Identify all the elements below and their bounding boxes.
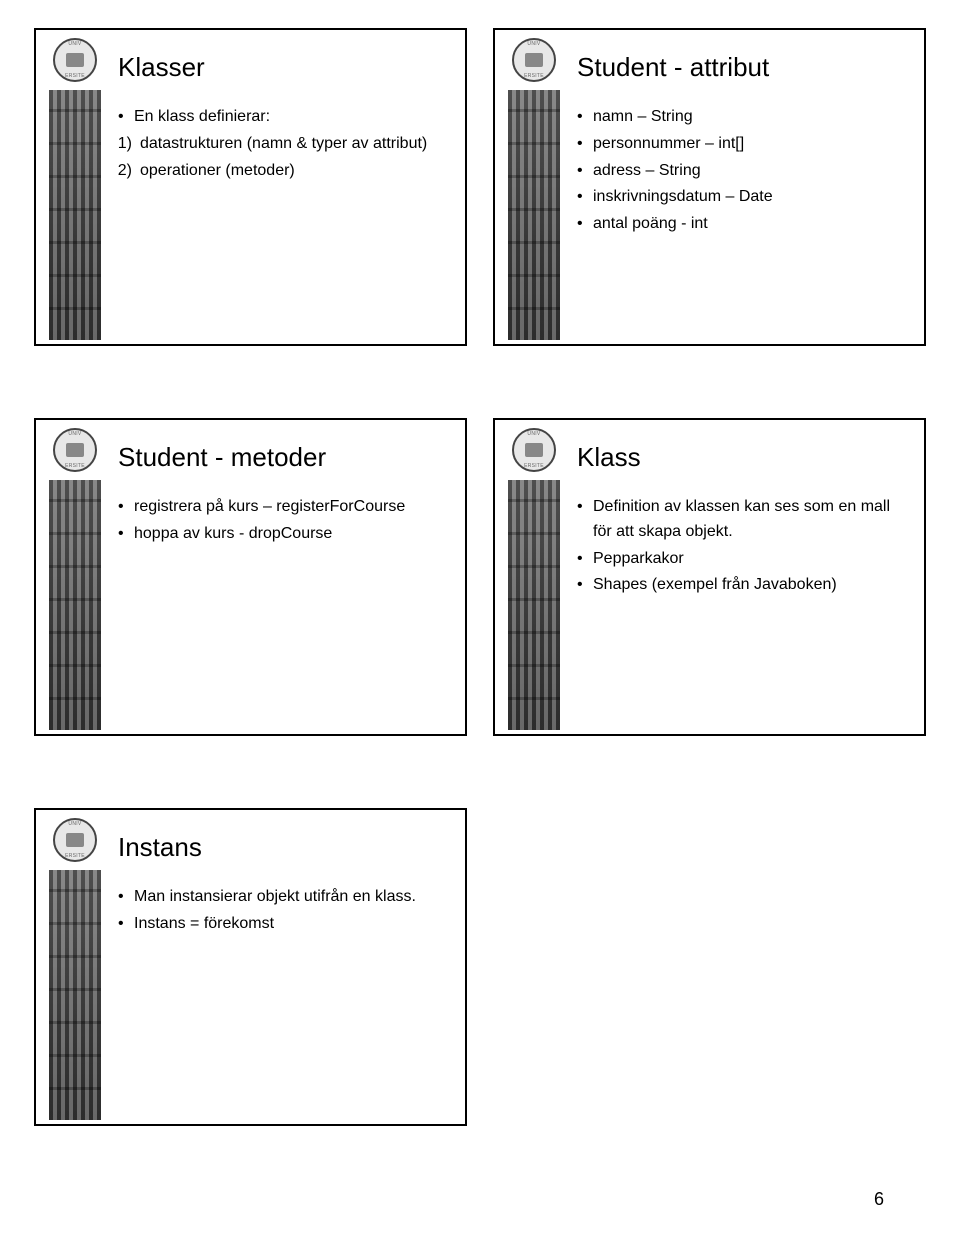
university-logo-icon: UNIV ERSITE [53,428,97,472]
list-item: adress – String [577,159,906,184]
list-item: operationer (metoder) [118,159,447,184]
building-graphic [508,480,560,730]
empty-cell [493,808,926,1126]
bullet-list: namn – String personnummer – int[] adres… [577,105,906,237]
slide-content: Klasser En klass definierar: datastruktu… [118,52,447,185]
university-logo-icon: UNIV ERSITE [53,38,97,82]
building-graphic [49,870,101,1120]
slide-content: Klass Definition av klassen kan ses som … [577,442,906,600]
slide-title: Student - metoder [118,442,447,473]
list-item: personnummer – int[] [577,132,906,157]
slide-sidebar: UNIV ERSITE [46,38,104,340]
list-item: datastrukturen (namn & typer av attribut… [118,132,447,157]
bullet-list: Man instansierar objekt utifrån en klass… [118,885,447,937]
slide-sidebar: UNIV ERSITE [505,38,563,340]
list-item: hoppa av kurs - dropCourse [118,522,447,547]
building-graphic [49,480,101,730]
list-item: Pepparkakor [577,547,906,572]
bullet-list: registrera på kurs – registerForCourse h… [118,495,447,547]
building-graphic [508,90,560,340]
slide-title: Instans [118,832,447,863]
slide-klasser: UNIV ERSITE Klasser En klass definierar:… [34,28,467,346]
list-item: Shapes (exempel från Javaboken) [577,573,906,598]
university-logo-icon: UNIV ERSITE [512,428,556,472]
slide-klass: UNIV ERSITE Klass Definition av klassen … [493,418,926,736]
page-number: 6 [874,1189,884,1210]
list-item: namn – String [577,105,906,130]
building-graphic [49,90,101,340]
list-item: inskrivningsdatum – Date [577,185,906,210]
handout-page: UNIV ERSITE Klasser En klass definierar:… [34,28,926,1208]
university-logo-icon: UNIV ERSITE [53,818,97,862]
slide-title: Klass [577,442,906,473]
list-item: Definition av klassen kan ses som en mal… [577,495,906,545]
list-item: antal poäng - int [577,212,906,237]
slide-instans: UNIV ERSITE Instans Man instansierar obj… [34,808,467,1126]
slide-content: Student - metoder registrera på kurs – r… [118,442,447,549]
slide-student-metoder: UNIV ERSITE Student - metoder registrera… [34,418,467,736]
slide-content: Instans Man instansierar objekt utifrån … [118,832,447,939]
bullet-list: Definition av klassen kan ses som en mal… [577,495,906,598]
list-item: Man instansierar objekt utifrån en klass… [118,885,447,910]
list-item: En klass definierar: [118,105,447,130]
slide-sidebar: UNIV ERSITE [46,818,104,1120]
university-logo-icon: UNIV ERSITE [512,38,556,82]
list-item: Instans = förekomst [118,912,447,937]
slide-sidebar: UNIV ERSITE [46,428,104,730]
slide-title: Klasser [118,52,447,83]
slide-title: Student - attribut [577,52,906,83]
slide-grid: UNIV ERSITE Klasser En klass definierar:… [34,28,926,1126]
list-item: registrera på kurs – registerForCourse [118,495,447,520]
slide-content: Student - attribut namn – String personn… [577,52,906,239]
slide-sidebar: UNIV ERSITE [505,428,563,730]
bullet-list: En klass definierar: datastrukturen (nam… [118,105,447,183]
slide-student-attribut: UNIV ERSITE Student - attribut namn – St… [493,28,926,346]
